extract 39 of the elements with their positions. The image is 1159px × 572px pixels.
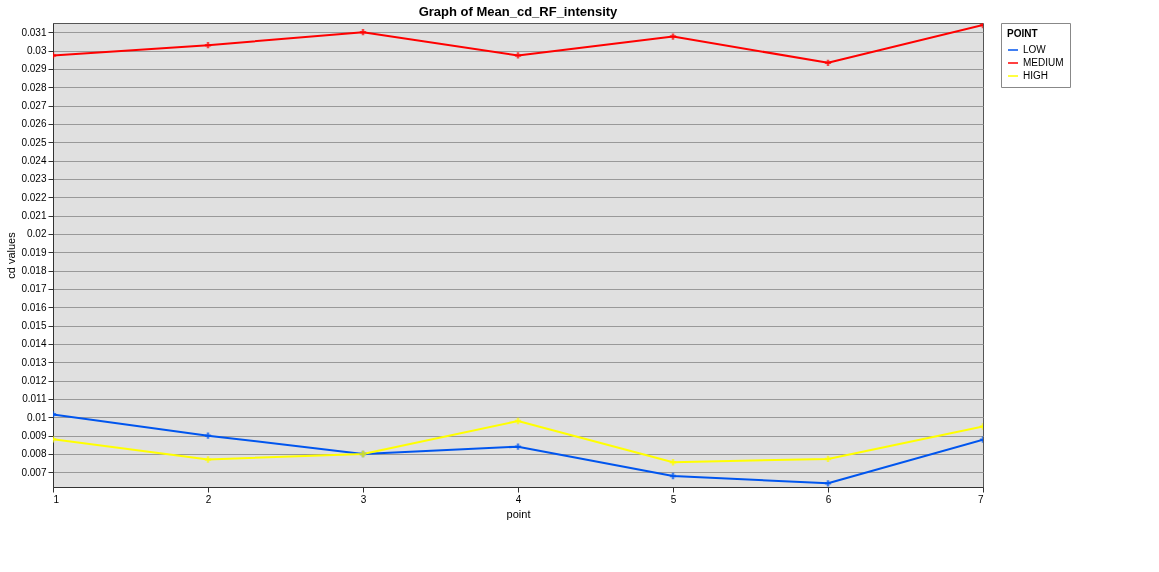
y-tick-label: 0.017: [21, 283, 47, 295]
x-tick-label: 1: [53, 493, 60, 505]
y-tick-label: 0.022: [21, 191, 47, 203]
y-tick-label: 0.025: [21, 136, 47, 148]
x-tick-label: 5: [670, 493, 677, 505]
y-tick-label: 0.03: [27, 45, 47, 57]
y-tick-label: 0.029: [21, 63, 47, 75]
y-tick-label: 0.012: [21, 375, 47, 387]
x-tick-label: 4: [515, 493, 522, 505]
y-tick-label: 0.007: [21, 466, 47, 478]
y-axis-title: cd values: [5, 231, 18, 279]
chart-title: Graph of Mean_cd_RF_intensity: [418, 3, 619, 19]
y-tick-label: 0.009: [21, 430, 47, 442]
legend-label: HIGH: [1023, 70, 1048, 81]
y-tick-label: 0.016: [21, 301, 47, 313]
y-tick-label: 0.015: [21, 320, 47, 332]
x-tick-label: 6: [825, 493, 832, 505]
y-tick-label: 0.028: [21, 81, 47, 93]
x-tick-label: 2: [205, 493, 212, 505]
y-tick-label: 0.008: [21, 448, 47, 460]
y-tick-label: 0.013: [21, 356, 47, 368]
y-tick-label: 0.023: [21, 173, 47, 185]
legend-title: POINT: [1007, 28, 1038, 39]
x-tick-label: 3: [360, 493, 367, 505]
y-tick-label: 0.02: [27, 228, 47, 240]
y-tick-label: 0.027: [21, 100, 47, 112]
y-tick-label: 0.031: [21, 26, 47, 38]
legend-label: MEDIUM: [1023, 57, 1064, 68]
y-tick-label: 0.01: [27, 411, 47, 423]
y-tick-label: 0.011: [22, 393, 47, 405]
x-tick-label: 7: [977, 493, 984, 505]
legend-label: LOW: [1023, 44, 1047, 55]
y-tick-label: 0.018: [21, 265, 47, 277]
y-tick-label: 0.024: [21, 155, 47, 167]
y-tick-label: 0.021: [21, 210, 47, 222]
y-tick-label: 0.014: [21, 338, 47, 350]
y-tick-label: 0.019: [21, 246, 47, 258]
y-tick-label: 0.026: [21, 118, 47, 130]
x-axis-title: point: [506, 507, 531, 520]
